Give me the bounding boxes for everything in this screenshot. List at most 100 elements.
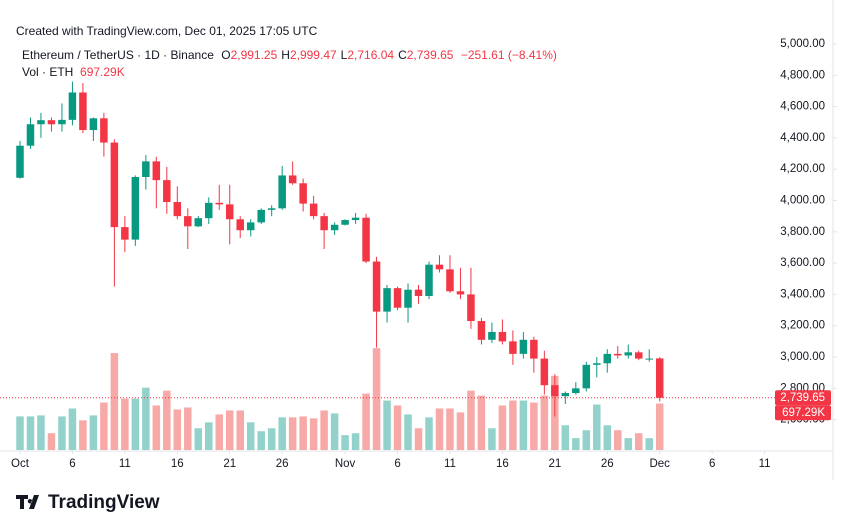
x-tick-label: 26: [276, 458, 289, 470]
candle-body: [456, 291, 465, 295]
y-tick-label: 4,400.00: [780, 132, 825, 144]
y-tick-label: 3,800.00: [780, 226, 825, 238]
volume-bar: [309, 418, 318, 450]
y-tick-label: 4,200.00: [780, 163, 825, 175]
volume-bar: [351, 433, 360, 450]
candle-body: [425, 264, 433, 296]
volume-bar: [152, 405, 161, 450]
y-tick-label: 3,400.00: [780, 288, 825, 300]
volume-bar: [68, 408, 77, 450]
volume-bar: [404, 414, 412, 450]
volume-bar: [477, 395, 486, 450]
volume-bar: [100, 402, 108, 450]
volume-bar: [110, 353, 119, 450]
y-tick-label: 4,000.00: [780, 195, 825, 207]
candle-body: [89, 118, 98, 131]
volume-bar: [278, 417, 286, 450]
candle-body: [498, 331, 507, 342]
x-tick-label: 6: [709, 458, 715, 470]
x-tick-label: Dec: [649, 458, 670, 470]
candle-body: [435, 264, 444, 270]
volume-bar: [425, 417, 433, 450]
candle-body: [519, 339, 528, 354]
candle-body: [467, 294, 475, 322]
volume-bar: [246, 422, 255, 450]
candle-body: [288, 175, 297, 184]
volume-bar: [498, 405, 507, 450]
x-tick-label: 11: [759, 458, 771, 470]
candle-body: [603, 353, 612, 364]
candle-body: [446, 269, 454, 292]
candle-body: [614, 353, 622, 356]
volume-bar: [267, 428, 276, 450]
volume-bar: [215, 414, 223, 450]
x-tick-label: 11: [444, 458, 456, 470]
candle-body: [655, 358, 664, 398]
y-tick-label: 3,600.00: [780, 257, 825, 269]
ohlc-key: L: [340, 48, 348, 62]
candle-body: [215, 202, 223, 205]
candle-body: [37, 120, 45, 125]
candle-body: [351, 217, 360, 221]
volume-bar: [37, 415, 45, 450]
volume-bar: [519, 400, 528, 450]
volume-bar: [299, 416, 307, 450]
x-tick-label: 16: [496, 458, 509, 470]
candle-body: [561, 393, 570, 397]
candle-body: [404, 289, 412, 308]
volume-bar: [184, 407, 192, 450]
y-tick-label: 3,000.00: [780, 351, 825, 363]
x-tick-label: Nov: [335, 458, 356, 470]
candle-body: [110, 142, 119, 228]
volume-bar: [603, 425, 612, 450]
ohlc-value: 2,739.65: [406, 48, 454, 62]
ohlc-key: O: [221, 48, 231, 62]
candle-body: [320, 216, 328, 231]
candle-body: [645, 358, 653, 360]
candle-body: [246, 222, 255, 231]
logo-text: TradingView: [48, 492, 160, 513]
candle-body: [205, 202, 213, 219]
candle-body: [173, 202, 182, 217]
candle-body: [488, 331, 496, 340]
candle-body: [16, 145, 24, 178]
volume-bar: [362, 393, 370, 450]
volume-bar: [540, 395, 549, 450]
volume-tag-label: 697.29K: [782, 407, 825, 419]
candle-body: [257, 209, 265, 223]
candle-body: [100, 118, 108, 143]
candle-body: [540, 358, 549, 386]
candle-body: [152, 161, 161, 181]
volume-bar: [572, 438, 580, 450]
volume-bar: [58, 416, 66, 450]
symbol-legend: Ethereum / TetherUS · 1D · Binance O2,99…: [22, 48, 557, 62]
volume-bar: [131, 398, 140, 450]
volume-bar: [205, 422, 213, 450]
candle-body: [142, 161, 150, 178]
candle-body: [509, 341, 517, 354]
volume-bar: [163, 390, 171, 450]
volume-bar: [614, 430, 622, 450]
x-tick-label: 11: [119, 458, 131, 470]
volume-bar: [320, 410, 328, 450]
candle-body: [26, 124, 35, 146]
candle-body: [309, 203, 318, 217]
x-tick-label: 26: [601, 458, 614, 470]
candle-body: [414, 289, 423, 296]
volume-bar: [341, 435, 349, 450]
volume-bar: [142, 387, 150, 450]
price-tag: [775, 390, 831, 406]
volume-bar: [225, 410, 234, 450]
volume-bar: [26, 416, 35, 450]
candle-body: [299, 183, 307, 204]
candle-body: [330, 224, 339, 231]
candle-body: [131, 177, 140, 240]
volume-bar: [393, 405, 402, 450]
y-tick-label: 4,600.00: [780, 101, 825, 113]
volume-bar: [593, 404, 601, 450]
candle-body: [362, 217, 370, 262]
volume-bar: [121, 398, 129, 450]
x-tick-label: 21: [223, 458, 236, 470]
x-tick-label: 21: [548, 458, 561, 470]
